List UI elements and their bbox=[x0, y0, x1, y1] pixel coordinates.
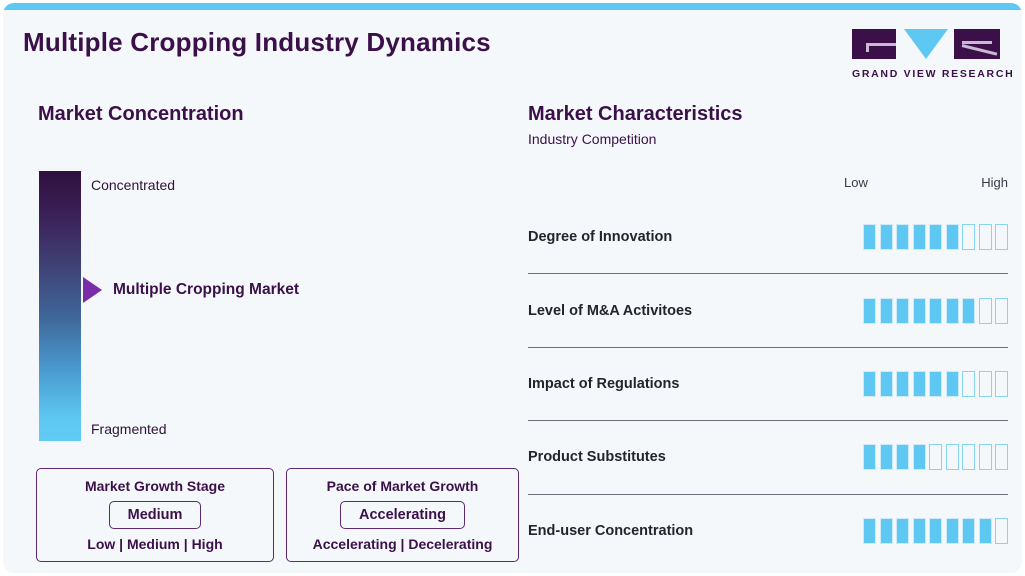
rating-segment-empty bbox=[995, 444, 1008, 471]
rating-segment-filled bbox=[912, 444, 926, 471]
logo-g-icon bbox=[852, 29, 896, 59]
characteristic-label: End-user Concentration bbox=[528, 522, 694, 539]
fragmented-label: Fragmented bbox=[91, 421, 167, 437]
market-concentration-title: Market Concentration bbox=[38, 103, 244, 125]
rating-segment-filled bbox=[962, 517, 975, 544]
pace-of-market-growth-options: Accelerating | Decelerating bbox=[312, 536, 493, 552]
rating-segment-empty bbox=[995, 224, 1008, 251]
rating-segment-filled bbox=[962, 297, 975, 324]
rating-segment-empty bbox=[962, 224, 975, 251]
market-characteristics-subtitle: Industry Competition bbox=[528, 131, 657, 147]
rating-segment-empty bbox=[995, 297, 1008, 324]
characteristic-row: End-user Concentration bbox=[528, 495, 1008, 567]
rating-segment-filled bbox=[912, 517, 926, 544]
market-growth-stage-value: Medium bbox=[127, 507, 183, 523]
rating-segment-filled bbox=[863, 517, 876, 544]
rating-segment-empty bbox=[945, 444, 959, 471]
scale-header: Low High bbox=[844, 175, 1008, 190]
grand-view-research-logo: GRAND VIEW RESEARCH bbox=[852, 29, 1015, 83]
rating-segment-filled bbox=[978, 517, 992, 544]
rating-segment-filled bbox=[896, 297, 909, 324]
pace-of-market-growth-box: Pace of Market Growth Accelerating Accel… bbox=[286, 468, 519, 562]
concentration-gradient-bar bbox=[39, 171, 81, 441]
pace-of-market-growth-value-chip: Accelerating bbox=[339, 501, 466, 529]
market-position-label: Multiple Cropping Market bbox=[113, 280, 299, 298]
characteristic-label: Degree of Innovation bbox=[528, 229, 673, 246]
rating-segment-filled bbox=[912, 297, 926, 324]
pace-of-market-growth-value: Accelerating bbox=[358, 507, 447, 523]
concentration-scale: Concentrated Fragmented Multiple Croppin… bbox=[39, 171, 499, 441]
logo-wordmark: GRAND VIEW RESEARCH bbox=[852, 68, 1015, 80]
rating-segment-empty bbox=[962, 370, 975, 397]
rating-segment-filled bbox=[879, 224, 893, 251]
rating-segment-filled bbox=[863, 224, 876, 251]
rating-segment-filled bbox=[879, 370, 893, 397]
rating-segment-filled bbox=[929, 517, 942, 544]
top-accent-bar bbox=[3, 3, 1022, 10]
rating-segment-filled bbox=[945, 297, 959, 324]
pace-of-market-growth-title: Pace of Market Growth bbox=[326, 478, 479, 494]
rating-segment-filled bbox=[912, 224, 926, 251]
characteristic-rating-bars bbox=[863, 517, 1008, 544]
page-title: Multiple Cropping Industry Dynamics bbox=[23, 27, 491, 57]
rating-segment-filled bbox=[929, 297, 942, 324]
rating-segment-filled bbox=[929, 370, 942, 397]
rating-segment-filled bbox=[863, 444, 876, 471]
characteristic-row: Impact of Regulations bbox=[528, 348, 1008, 422]
market-position-marker: Multiple Cropping Market bbox=[83, 276, 299, 303]
rating-segment-empty bbox=[962, 444, 975, 471]
characteristic-label: Impact of Regulations bbox=[528, 375, 680, 392]
characteristic-rating-bars bbox=[863, 444, 1008, 471]
rating-segment-filled bbox=[896, 224, 909, 251]
rating-segment-empty bbox=[995, 370, 1008, 397]
characteristic-row: Level of M&A Activitoes bbox=[528, 274, 1008, 348]
market-growth-stage-title: Market Growth Stage bbox=[84, 478, 226, 494]
rating-segment-empty bbox=[978, 444, 992, 471]
logo-r-icon bbox=[954, 29, 1000, 59]
scale-high-label: High bbox=[981, 175, 1008, 190]
market-concentration-panel: Market Concentration Concentrated Fragme… bbox=[23, 103, 519, 563]
rating-segment-filled bbox=[896, 370, 909, 397]
rating-segment-empty bbox=[978, 297, 992, 324]
characteristics-rows: Degree of Innovation Level of M&A Activit… bbox=[528, 201, 1008, 567]
market-growth-stage-value-chip: Medium bbox=[108, 501, 202, 529]
characteristic-rating-bars bbox=[863, 297, 1008, 324]
rating-segment-empty bbox=[978, 370, 992, 397]
characteristic-label: Level of M&A Activitoes bbox=[528, 302, 693, 319]
growth-info-boxes: Market Growth Stage Medium Low | Medium … bbox=[36, 468, 519, 562]
rating-segment-filled bbox=[929, 224, 942, 251]
market-characteristics-title: Market Characteristics bbox=[528, 103, 743, 125]
logo-mark bbox=[852, 29, 1000, 63]
rating-segment-filled bbox=[879, 517, 893, 544]
pointer-triangle-icon bbox=[83, 276, 102, 303]
scale-low-label: Low bbox=[844, 175, 868, 190]
characteristic-rating-bars bbox=[863, 224, 1008, 251]
market-growth-stage-options: Low | Medium | High bbox=[87, 536, 223, 552]
rating-segment-filled bbox=[945, 517, 959, 544]
characteristic-row: Product Substitutes bbox=[528, 421, 1008, 495]
characteristic-row: Degree of Innovation bbox=[528, 201, 1008, 275]
rating-segment-filled bbox=[945, 224, 959, 251]
rating-segment-filled bbox=[896, 444, 909, 471]
rating-segment-empty bbox=[995, 517, 1008, 544]
rating-segment-filled bbox=[912, 370, 926, 397]
rating-segment-filled bbox=[863, 370, 876, 397]
logo-v-triangle-icon bbox=[904, 29, 948, 59]
rating-segment-filled bbox=[879, 444, 893, 471]
rating-segment-filled bbox=[896, 517, 909, 544]
concentrated-label: Concentrated bbox=[91, 177, 176, 193]
market-growth-stage-box: Market Growth Stage Medium Low | Medium … bbox=[36, 468, 274, 562]
rating-segment-filled bbox=[879, 297, 893, 324]
rating-segment-filled bbox=[945, 370, 959, 397]
rating-segment-empty bbox=[929, 444, 942, 471]
market-characteristics-panel: Market Characteristics Industry Competit… bbox=[528, 103, 1008, 563]
characteristic-label: Product Substitutes bbox=[528, 449, 666, 466]
rating-segment-filled bbox=[863, 297, 876, 324]
characteristic-rating-bars bbox=[863, 370, 1008, 397]
rating-segment-empty bbox=[978, 224, 992, 251]
